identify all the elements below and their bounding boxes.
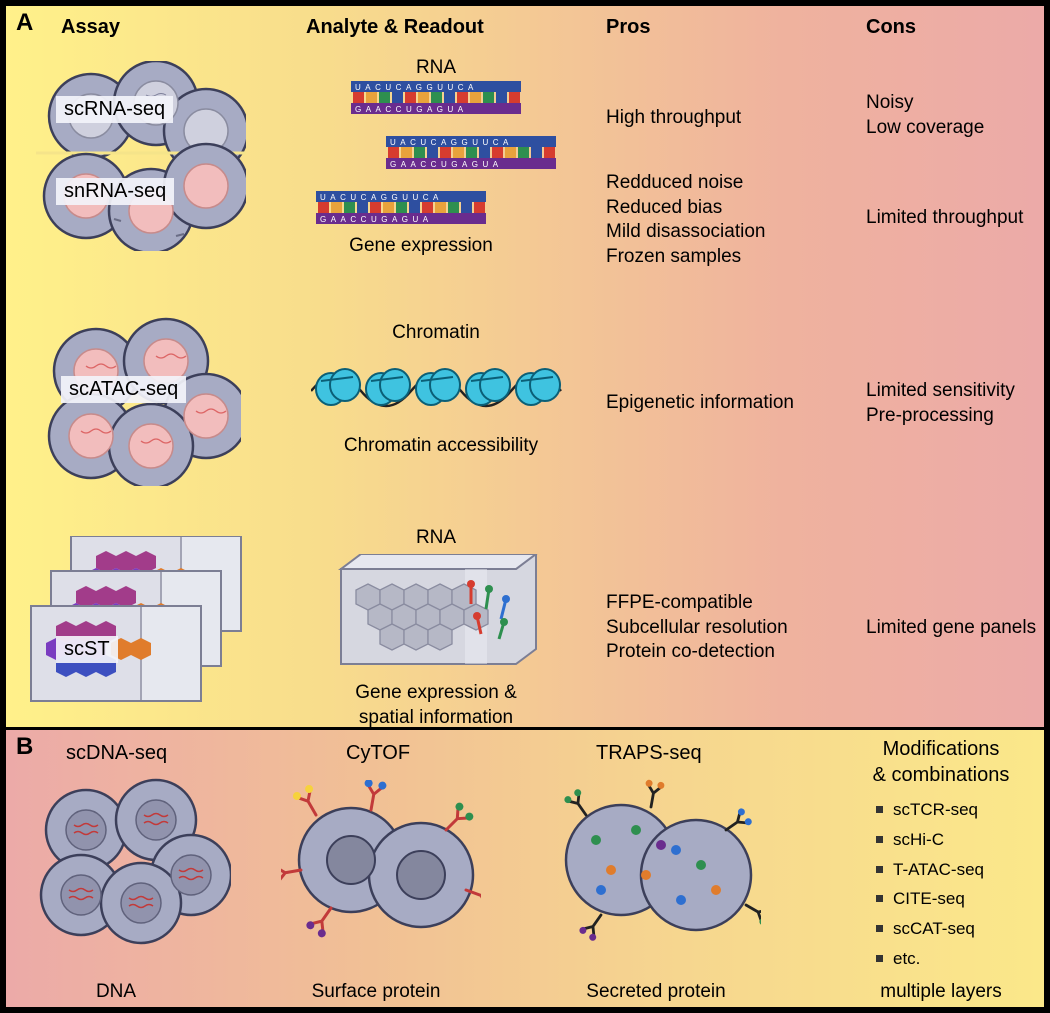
header-cons: Cons	[866, 16, 916, 39]
scst-pros: FFPE-compatible Subcellular resolution P…	[606, 591, 788, 665]
nucleosomes	[311, 351, 571, 431]
assay-snrna-label: snRNA-seq	[56, 178, 174, 205]
panel-a-label: A	[16, 9, 33, 37]
cytof-cells	[281, 780, 481, 950]
list-item: scHi-C	[876, 825, 984, 855]
list-item: T-ATAC-seq	[876, 855, 984, 885]
assay-scrna-label: scRNA-seq	[56, 96, 173, 123]
list-item: scTCR-seq	[876, 795, 984, 825]
b-col4-list: scTCR-seq scHi-C T-ATAC-seq CITE-seq scC…	[876, 795, 984, 974]
list-item: CITE-seq	[876, 884, 984, 914]
header-analyte: Analyte & Readout	[306, 16, 484, 39]
b-col3-sub: Secreted protein	[566, 980, 746, 1005]
scst-spatial-box	[336, 554, 546, 679]
traps-cells	[541, 775, 761, 955]
figure: A Assay Analyte & Readout Pros Cons	[0, 0, 1050, 1013]
b-col4-title: Modifications & combinations	[851, 736, 1031, 788]
snrna-cons: Limited throughput	[866, 206, 1023, 231]
rna-strands: UACUCAGGUUCA GAACCUGAGUA	[316, 81, 556, 231]
rna-top-label: RNA	[376, 56, 496, 81]
b-col3-title: TRAPS-seq	[596, 740, 702, 766]
snrna-pros: Redduced noise Reduced bias Mild disasso…	[606, 171, 765, 270]
rna-cell-cluster	[36, 61, 246, 251]
b-col2-title: CyTOF	[346, 740, 410, 766]
b-col4-sub: multiple layers	[856, 980, 1026, 1005]
assay-scst-label: scST	[56, 636, 118, 663]
atac-pros: Epigenetic information	[606, 391, 794, 416]
panel-b-label: B	[16, 733, 33, 761]
list-item: etc.	[876, 944, 984, 974]
scst-top-label: RNA	[376, 526, 496, 551]
scst-cons: Limited gene panels	[866, 616, 1036, 641]
panel-b: B scDNA-seq CyTOF TRAPS-seq Modification…	[3, 727, 1047, 1010]
list-item: scCAT-seq	[876, 914, 984, 944]
scrna-cons: Noisy Low coverage	[866, 91, 984, 140]
header-assay: Assay	[61, 16, 120, 39]
b-col2-sub: Surface protein	[296, 980, 456, 1005]
scst-bottom-label: Gene expression & spatial information	[331, 681, 541, 730]
b-col1-title: scDNA-seq	[66, 740, 167, 766]
assay-atac-label: scATAC-seq	[61, 376, 186, 403]
chromatin-bottom-label: Chromatin accessibility	[326, 434, 556, 459]
rna-bottom-label: Gene expression	[336, 234, 506, 259]
panel-a: A Assay Analyte & Readout Pros Cons	[3, 3, 1047, 733]
scst-slides	[26, 536, 266, 726]
header-pros: Pros	[606, 16, 650, 39]
b-col1-sub: DNA	[66, 980, 166, 1005]
scrna-pros: High throughput	[606, 106, 741, 131]
chromatin-top-label: Chromatin	[376, 321, 496, 346]
atac-cons: Limited sensitivity Pre-processing	[866, 379, 1015, 428]
scdna-cells	[31, 775, 231, 945]
